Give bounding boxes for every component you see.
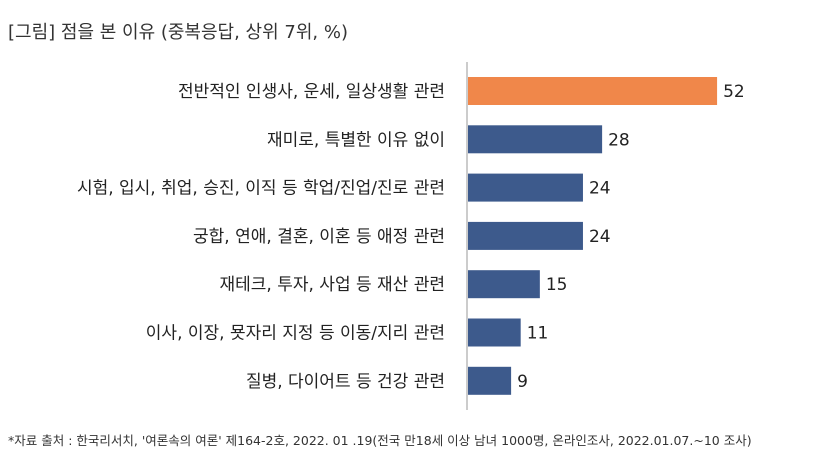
category-label-4: 재테크, 투자, 사업 등 재산 관련 <box>219 275 445 295</box>
bar-0 <box>468 77 718 105</box>
value-label-2: 24 <box>589 179 611 199</box>
chart-title: [그림] 점을 본 이유 (중복응답, 상위 7위, %) <box>8 22 348 43</box>
value-label-6: 9 <box>517 372 528 392</box>
bars-layer: 전반적인 인생사, 운세, 일상생활 관련 52 재미로, 특별한 이유 없이 28 시… <box>77 77 745 395</box>
category-label-6: 질병, 다이어트 등 건강 관련 <box>246 372 445 392</box>
source-footnote: *자료 출처 : 한국리서치, '여론속의 여론' 제164-2호, 2022.… <box>8 433 752 448</box>
category-label-0: 전반적인 인생사, 운세, 일상생활 관련 <box>178 82 445 102</box>
bar-5 <box>468 318 521 347</box>
category-label-5: 이사, 이장, 묫자리 지정 등 이동/지리 관련 <box>146 324 445 344</box>
bar-3 <box>468 221 583 250</box>
value-label-3: 24 <box>589 227 611 247</box>
value-label-4: 15 <box>546 275 568 295</box>
bar-1 <box>468 125 603 154</box>
category-label-1: 재미로, 특별한 이유 없이 <box>267 130 445 150</box>
value-label-5: 11 <box>527 324 549 344</box>
value-label-1: 28 <box>608 130 630 150</box>
value-label-0: 52 <box>723 82 745 102</box>
bar-4 <box>468 270 540 299</box>
category-label-2: 시험, 입시, 취업, 승진, 이직 등 학업/진업/진로 관련 <box>77 179 445 199</box>
bar-6 <box>468 366 512 395</box>
category-label-3: 궁합, 연애, 결혼, 이혼 등 애정 관련 <box>193 227 445 247</box>
bar-2 <box>468 173 583 202</box>
